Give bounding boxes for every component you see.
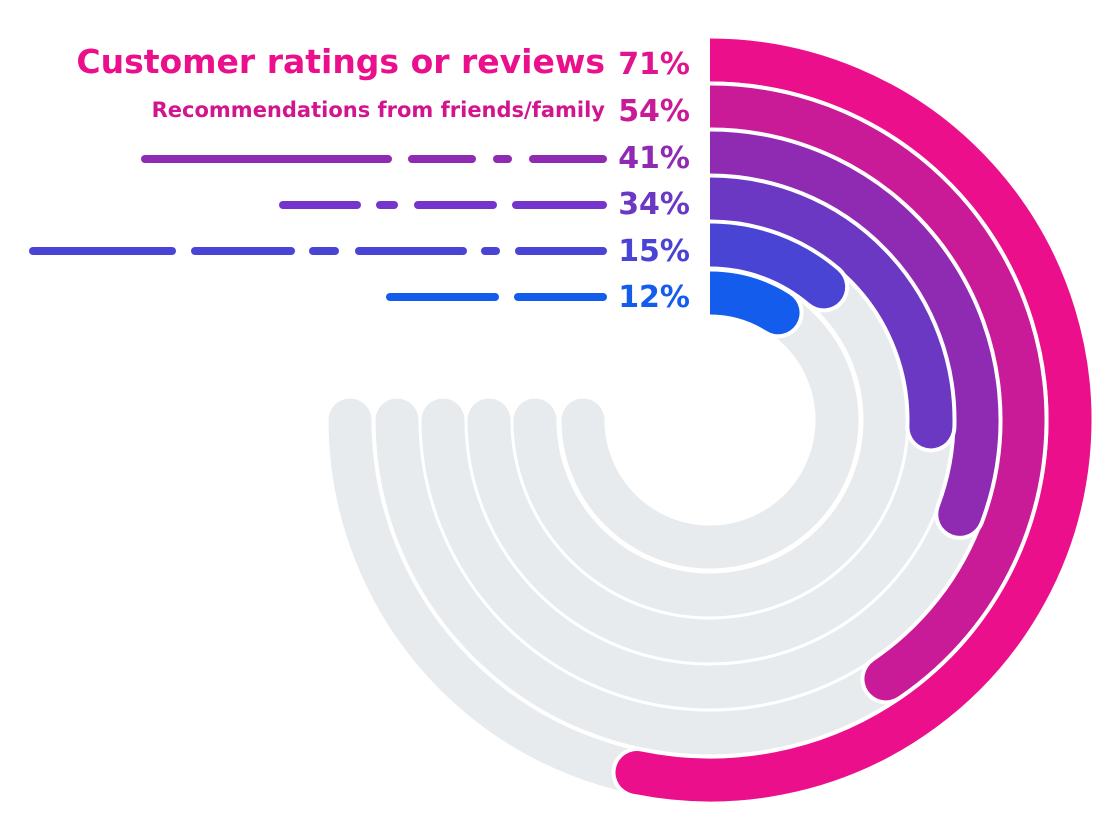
bar-4 bbox=[688, 177, 953, 449]
start-mask bbox=[670, 0, 710, 320]
bars bbox=[611, 0, 1096, 806]
redacted-label-lines bbox=[29, 155, 607, 301]
value-label-3: 41% bbox=[618, 141, 690, 176]
bar-3 bbox=[688, 131, 999, 536]
value-label-5: 15% bbox=[618, 234, 690, 269]
bar-1 bbox=[615, 38, 1092, 802]
value-label-6: 12% bbox=[618, 280, 690, 315]
category-label-2: Recommendations from friends/family bbox=[152, 98, 606, 122]
value-label-1: 71% bbox=[618, 47, 690, 82]
bar-5 bbox=[688, 223, 846, 309]
category-label-1: Customer ratings or reviews bbox=[76, 42, 605, 81]
value-label-2: 54% bbox=[618, 94, 690, 129]
bar-6 bbox=[688, 271, 800, 335]
value-label-4: 34% bbox=[618, 187, 690, 222]
track-6 bbox=[561, 271, 859, 569]
bar-2 bbox=[688, 85, 1045, 701]
